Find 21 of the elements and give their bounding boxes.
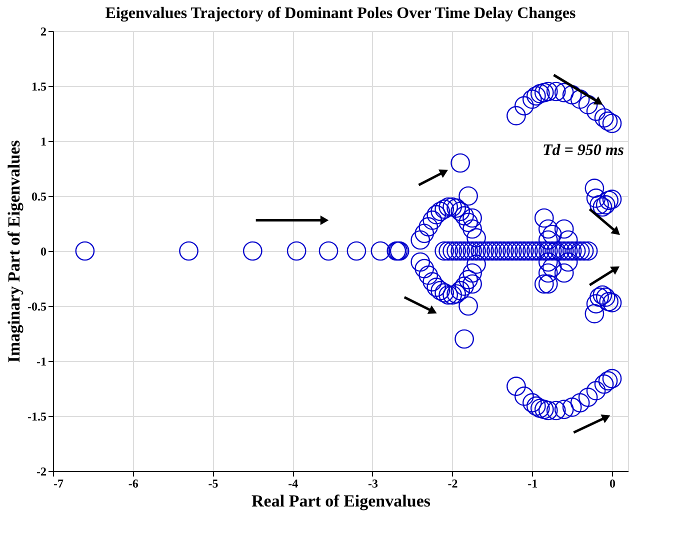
y-tick-label: 1: [40, 134, 46, 148]
y-tick-label: 2: [40, 24, 46, 38]
y-axis-title: Imaginary Part of Eigenvalues: [4, 140, 24, 363]
y-tick-label: -1.5: [28, 410, 46, 424]
x-tick-label: -1: [528, 476, 538, 490]
y-tick-label: -1: [36, 354, 46, 368]
x-tick-label: -4: [288, 476, 298, 490]
x-tick-label: -7: [54, 476, 64, 490]
y-tick-label: -0.5: [28, 300, 46, 314]
x-tick-label: -5: [208, 476, 218, 490]
y-tick-label: -2: [36, 464, 46, 478]
y-tick-label: 0.5: [32, 190, 46, 204]
annotation: Td = 950 ms: [542, 142, 624, 159]
chart-title: Eigenvalues Trajectory of Dominant Poles Over Time Delay Changes: [105, 5, 576, 22]
x-axis-title: Real Part of Eigenvalues: [252, 492, 431, 510]
x-tick-label: -3: [368, 476, 378, 490]
x-tick-label: 0: [610, 476, 616, 490]
y-tick-label: 0: [40, 244, 46, 258]
x-tick-label: -2: [448, 476, 458, 490]
y-tick-label: 1.5: [32, 80, 46, 94]
x-tick-label: -6: [128, 476, 138, 490]
